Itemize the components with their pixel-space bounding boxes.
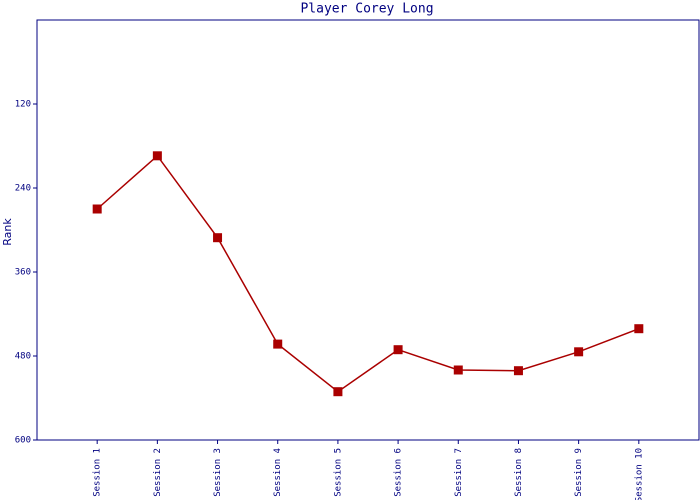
marker bbox=[453, 365, 463, 375]
marker bbox=[273, 339, 283, 349]
marker bbox=[152, 151, 162, 161]
marker bbox=[634, 324, 644, 334]
x-tick-label: Session 8 bbox=[514, 448, 524, 497]
y-tick-label: 480 bbox=[15, 352, 31, 362]
y-tick-label: 120 bbox=[15, 100, 31, 110]
y-tick-label: 240 bbox=[15, 184, 31, 194]
y-tick-label: 360 bbox=[15, 268, 31, 278]
x-tick-label: Session 10 bbox=[634, 448, 644, 500]
line bbox=[96, 154, 640, 393]
x-tick-label: Session 1 bbox=[93, 448, 103, 497]
x-tick-label: Session 7 bbox=[454, 448, 464, 497]
marker bbox=[574, 347, 584, 357]
y-tick-label: 600 bbox=[15, 436, 31, 446]
x-tick-label: Session 9 bbox=[574, 448, 584, 497]
marker bbox=[92, 204, 102, 214]
x-tick-label: Session 3 bbox=[213, 448, 223, 497]
plot-frame bbox=[36, 19, 700, 441]
x-tick-label: Session 4 bbox=[273, 448, 283, 497]
marker bbox=[333, 387, 343, 397]
x-tick-label: Session 2 bbox=[153, 448, 163, 497]
marker bbox=[213, 233, 223, 243]
marker bbox=[513, 366, 523, 376]
chart-title: Player Corey Long bbox=[300, 2, 433, 17]
y-axis-label: Rank bbox=[1, 218, 14, 246]
x-tick-label: Session 5 bbox=[333, 448, 343, 497]
marker bbox=[393, 345, 403, 355]
x-tick-label: Session 6 bbox=[394, 448, 404, 497]
